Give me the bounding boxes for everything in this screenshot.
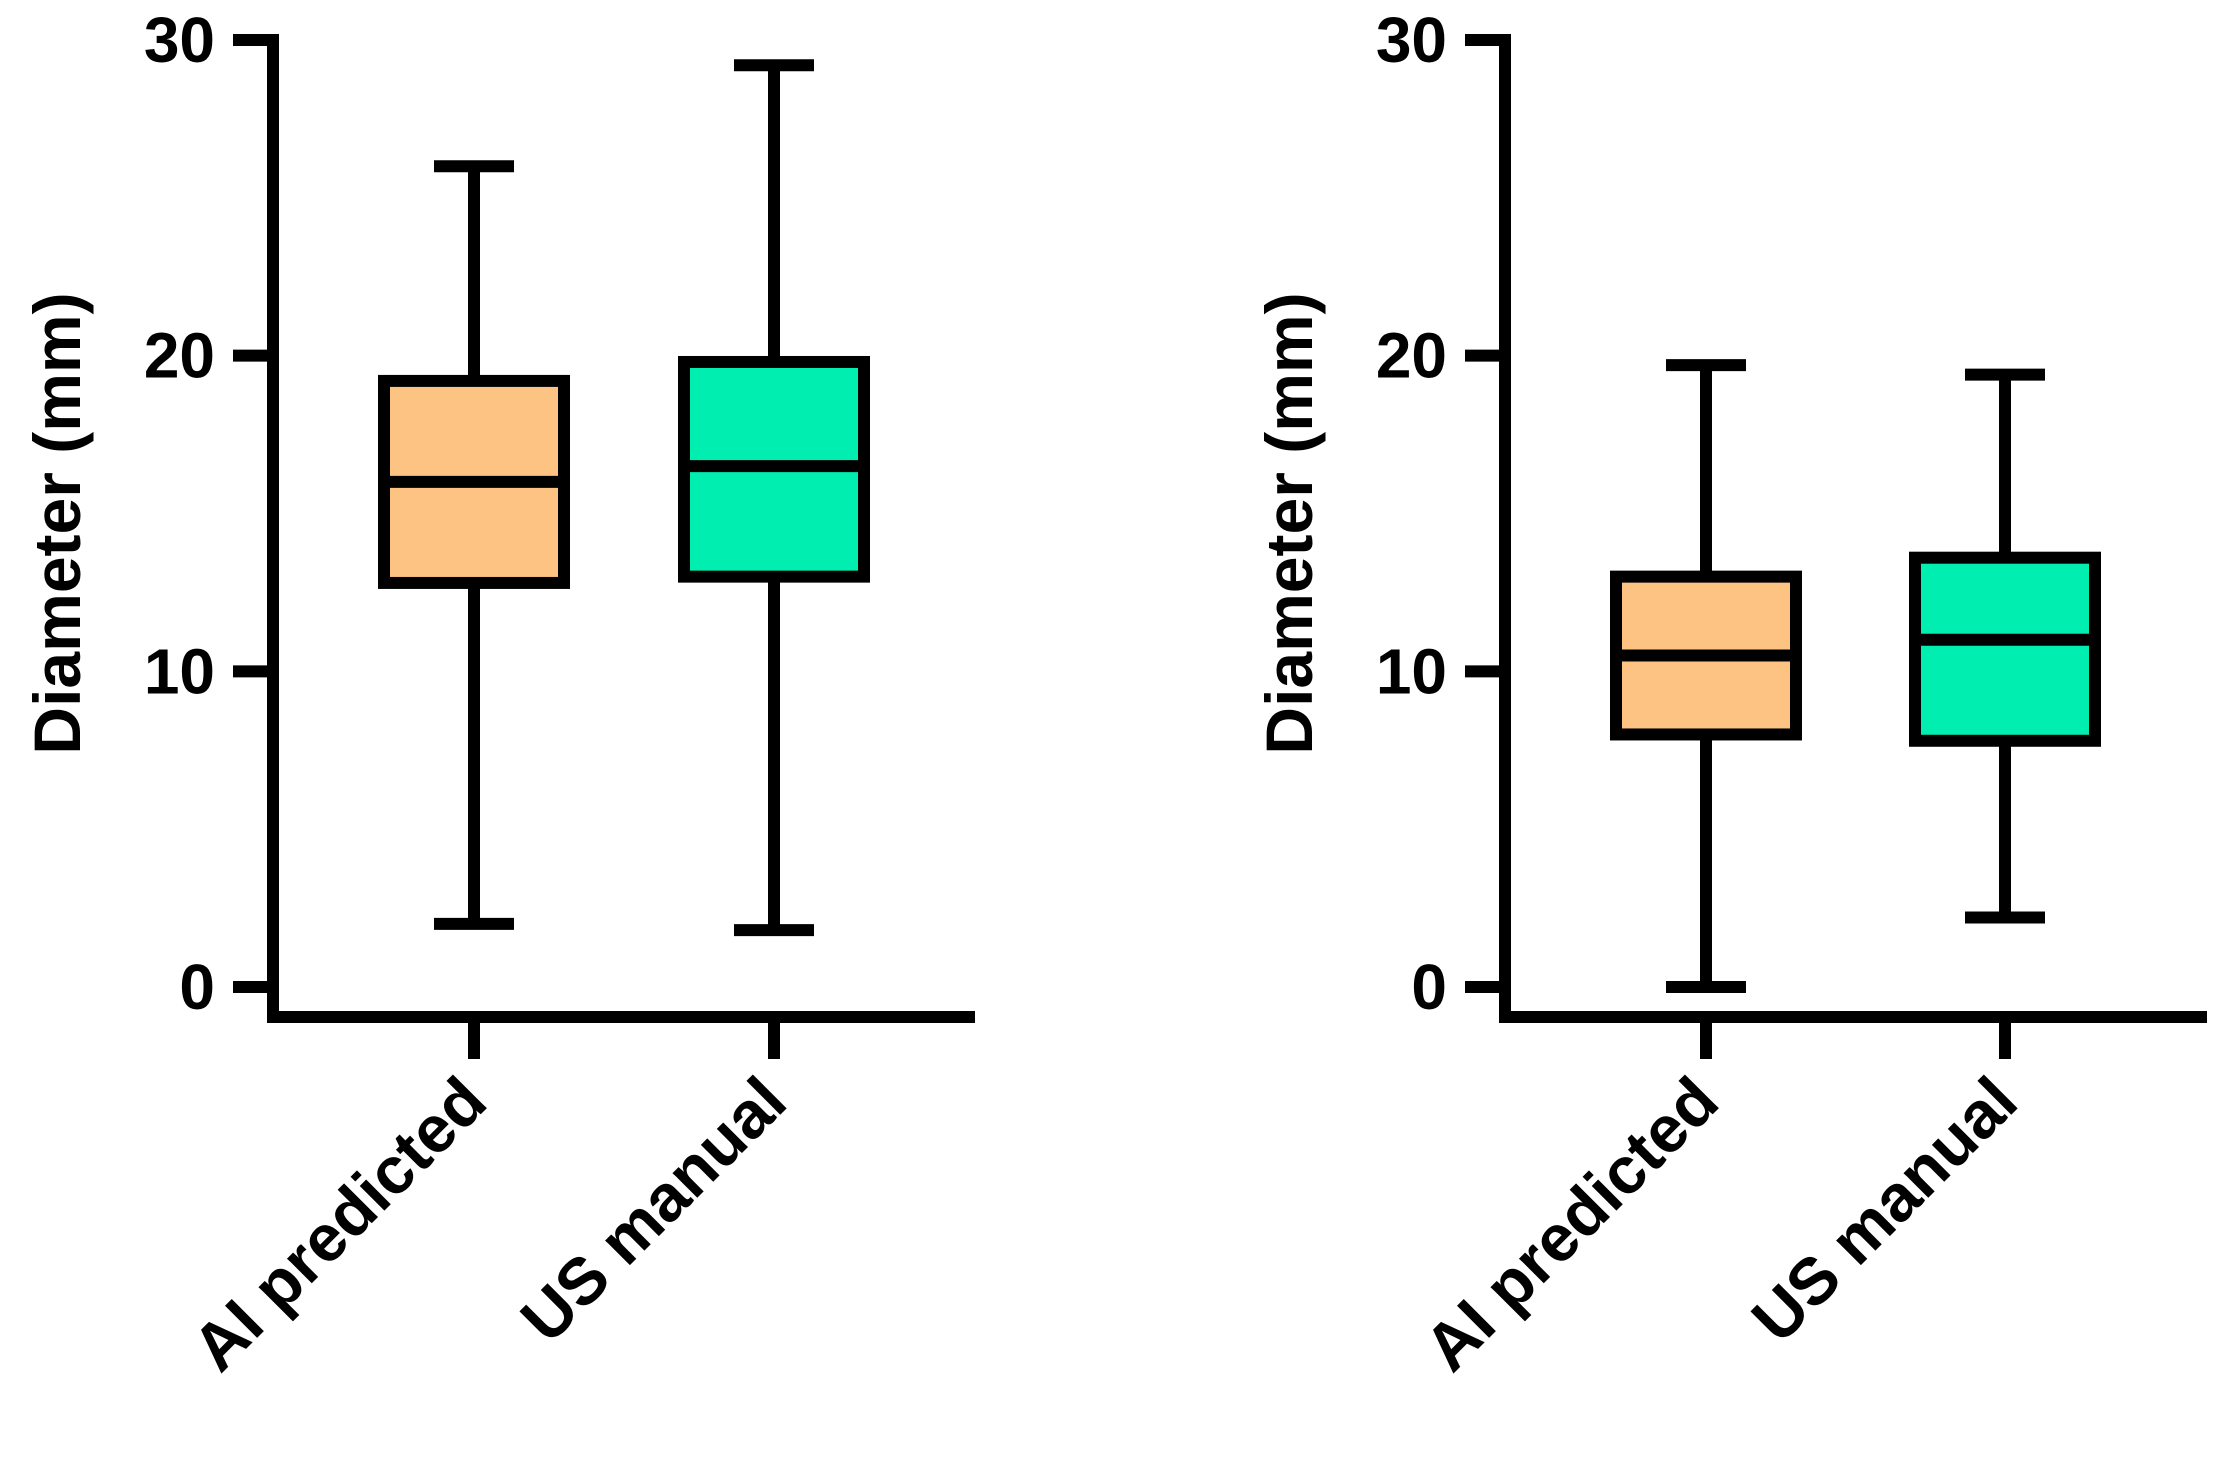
y-tick-label: 10 [1376,635,1447,707]
box-us-manual [678,59,870,937]
x-tick-label: AI predicted [1410,1063,1732,1385]
y-tick-label: 10 [144,635,215,707]
x-tick-label: US manual [1737,1063,2031,1357]
y-tick-label: 0 [179,951,215,1023]
chart-panel-1: 0 10 20 30 Diameter (mm) AI predicted US manua… [20,4,975,1385]
y-tick-label: 20 [1376,320,1447,392]
y-tick-label: 30 [144,4,215,76]
box-us-manual [1909,368,2101,924]
x-tick-label: AI predicted [178,1063,500,1385]
box-ai-predicted [1610,359,1802,993]
iqr-box [1909,551,2101,747]
y-axis-title: Diameter (mm) [1252,292,1326,754]
y-axis-title: Diameter (mm) [20,292,94,754]
y-tick-label: 30 [1376,4,1447,76]
y-tick-label: 20 [144,320,215,392]
chart-panel-2: 0 10 20 30 Diameter (mm) AI predicted US manua… [1252,4,2207,1385]
box-ai-predicted [378,160,570,930]
x-tick-label: US manual [506,1063,800,1357]
y-tick-label: 0 [1411,951,1447,1023]
